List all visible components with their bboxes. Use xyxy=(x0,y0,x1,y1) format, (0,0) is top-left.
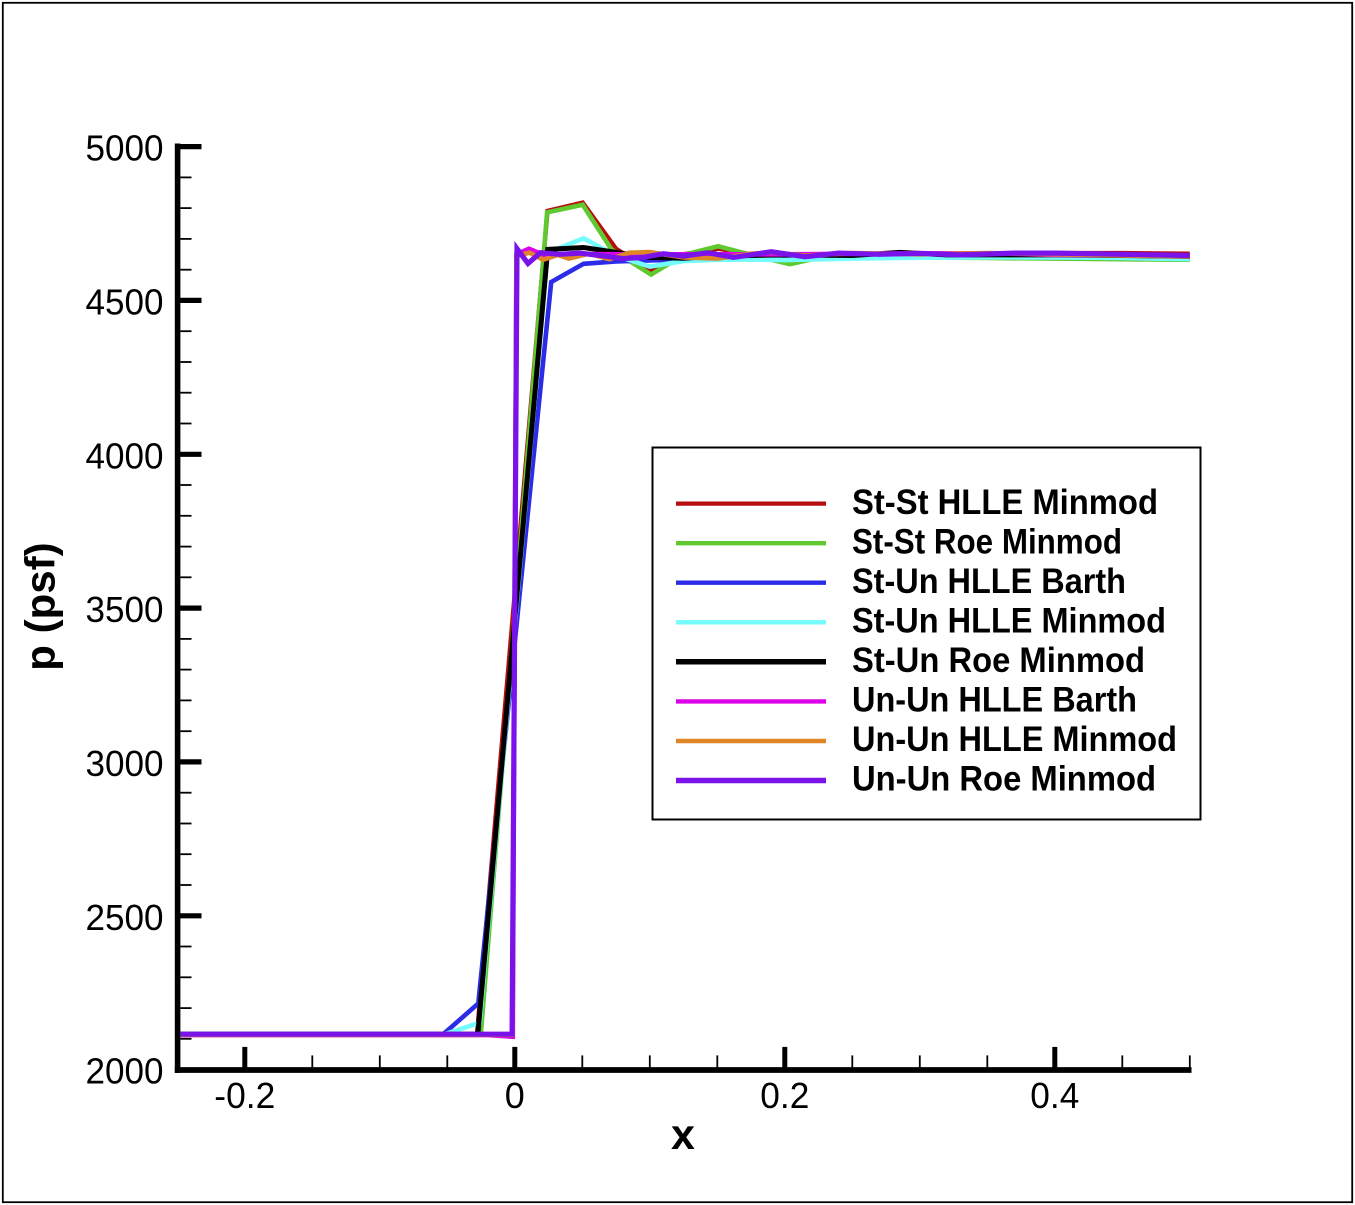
svg-text:p (psf): p (psf) xyxy=(17,542,64,670)
svg-text:0.2: 0.2 xyxy=(760,1075,809,1116)
svg-text:5000: 5000 xyxy=(86,128,164,169)
svg-text:2500: 2500 xyxy=(86,897,164,938)
svg-text:4500: 4500 xyxy=(86,281,164,322)
svg-text:0.4: 0.4 xyxy=(1030,1075,1079,1116)
svg-text:St-Un HLLE Barth: St-Un HLLE Barth xyxy=(852,561,1126,601)
svg-text:Un-Un HLLE Barth: Un-Un HLLE Barth xyxy=(852,680,1137,720)
svg-text:St-Un HLLE Minmod: St-Un HLLE Minmod xyxy=(852,601,1166,641)
svg-text:2000: 2000 xyxy=(86,1051,164,1092)
svg-text:0: 0 xyxy=(505,1075,525,1116)
svg-text:x: x xyxy=(671,1111,695,1159)
svg-text:Un-Un HLLE Minmod: Un-Un HLLE Minmod xyxy=(852,719,1177,759)
svg-text:St-St HLLE Minmod: St-St HLLE Minmod xyxy=(852,482,1158,522)
svg-text:-0.2: -0.2 xyxy=(214,1075,275,1116)
svg-text:Un-Un Roe Minmod: Un-Un Roe Minmod xyxy=(852,759,1156,799)
svg-text:St-Un Roe Minmod: St-Un Roe Minmod xyxy=(852,640,1145,680)
svg-text:St-St Roe Minmod: St-St Roe Minmod xyxy=(852,521,1122,561)
svg-text:3000: 3000 xyxy=(86,743,164,784)
svg-text:4000: 4000 xyxy=(86,435,164,476)
svg-text:3500: 3500 xyxy=(86,589,164,630)
